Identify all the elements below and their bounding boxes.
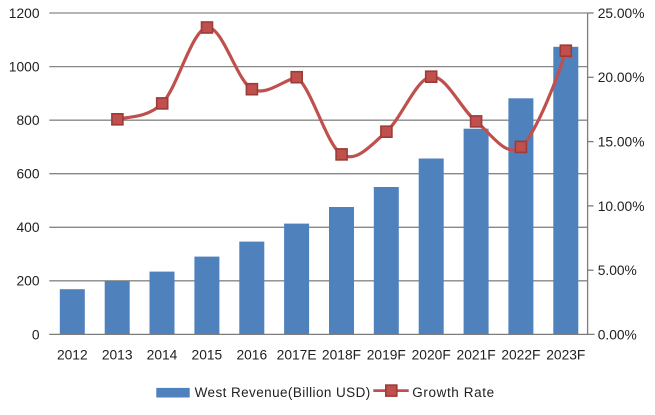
- svg-text:15.00%: 15.00%: [598, 135, 645, 150]
- svg-text:800: 800: [16, 113, 39, 128]
- svg-text:2012: 2012: [57, 348, 88, 363]
- svg-text:Growth Rate: Growth Rate: [412, 385, 494, 400]
- svg-text:2020F: 2020F: [412, 348, 451, 363]
- svg-text:600: 600: [16, 167, 39, 182]
- svg-text:2019F: 2019F: [367, 348, 406, 363]
- svg-text:2013: 2013: [102, 348, 133, 363]
- svg-text:2017E: 2017E: [277, 348, 317, 363]
- svg-text:2016: 2016: [236, 348, 267, 363]
- svg-text:West Revenue(Billion USD): West Revenue(Billion USD): [195, 385, 371, 400]
- svg-text:2023F: 2023F: [546, 348, 585, 363]
- svg-text:20.00%: 20.00%: [598, 70, 645, 85]
- svg-text:200: 200: [16, 274, 39, 289]
- svg-text:2021F: 2021F: [457, 348, 496, 363]
- svg-text:25.00%: 25.00%: [598, 6, 645, 21]
- svg-text:1200: 1200: [9, 6, 40, 21]
- svg-text:2022F: 2022F: [501, 348, 540, 363]
- svg-text:2018F: 2018F: [322, 348, 361, 363]
- svg-text:5.00%: 5.00%: [598, 263, 637, 278]
- svg-text:2014: 2014: [147, 348, 178, 363]
- svg-text:2015: 2015: [192, 348, 223, 363]
- svg-text:0: 0: [32, 327, 40, 342]
- svg-text:1000: 1000: [9, 60, 40, 75]
- svg-text:0.00%: 0.00%: [598, 327, 637, 342]
- svg-text:10.00%: 10.00%: [598, 199, 645, 214]
- svg-text:400: 400: [16, 220, 39, 235]
